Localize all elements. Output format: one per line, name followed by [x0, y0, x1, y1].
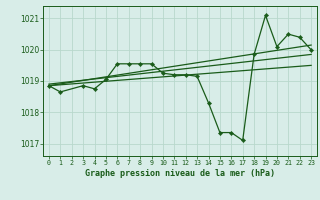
X-axis label: Graphe pression niveau de la mer (hPa): Graphe pression niveau de la mer (hPa) [85, 169, 275, 178]
